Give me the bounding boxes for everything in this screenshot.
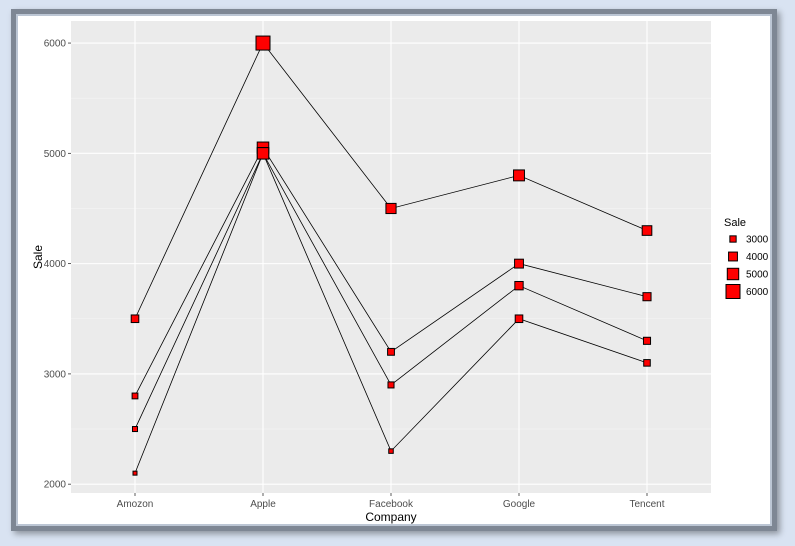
data-point — [255, 35, 271, 51]
legend-label: 4000 — [746, 252, 769, 263]
data-point — [387, 347, 395, 356]
x-tick-label: Facebook — [369, 499, 414, 510]
legend-key — [726, 267, 740, 281]
y-axis-title: Sale — [31, 245, 45, 269]
legend-key — [729, 235, 737, 243]
markers — [130, 35, 653, 476]
data-point — [514, 314, 524, 324]
data-point — [513, 169, 525, 182]
y-tick-label: 4000 — [44, 259, 67, 270]
x-axis: Amozon Apple Facebook Google Tencent — [117, 493, 665, 510]
legend-key — [725, 284, 741, 299]
x-tick-label: Apple — [250, 499, 276, 510]
x-tick-label: Tencent — [629, 499, 664, 510]
x-tick-label: Amozon — [117, 499, 154, 510]
data-point — [514, 258, 524, 269]
data-point — [385, 202, 397, 215]
data-point — [514, 280, 524, 291]
data-point — [132, 470, 138, 476]
x-tick-label: Google — [503, 499, 536, 510]
data-point — [131, 426, 139, 433]
data-point — [642, 292, 652, 302]
data-point — [641, 225, 653, 236]
data-point — [256, 147, 270, 160]
legend-label: 3000 — [746, 235, 769, 246]
legend-key — [728, 251, 738, 262]
data-point — [130, 314, 140, 324]
y-tick-label: 5000 — [44, 149, 67, 160]
data-point — [388, 448, 394, 454]
data-point — [643, 359, 651, 367]
legend-title: Sale — [724, 217, 746, 229]
grid-major — [71, 21, 711, 493]
legend-label: 6000 — [746, 287, 769, 298]
y-axis: 2000 3000 4000 5000 6000 — [44, 39, 71, 491]
data-point — [642, 336, 652, 345]
y-tick-label: 6000 — [44, 39, 67, 50]
legend: Sale 3000 4000 5000 6000 — [724, 217, 769, 299]
y-tick-label: 3000 — [44, 369, 67, 380]
x-axis-title: Company — [365, 510, 416, 524]
legend-label: 5000 — [746, 270, 769, 281]
data-point — [131, 392, 139, 400]
data-point — [387, 381, 395, 389]
y-tick-label: 2000 — [44, 480, 67, 491]
